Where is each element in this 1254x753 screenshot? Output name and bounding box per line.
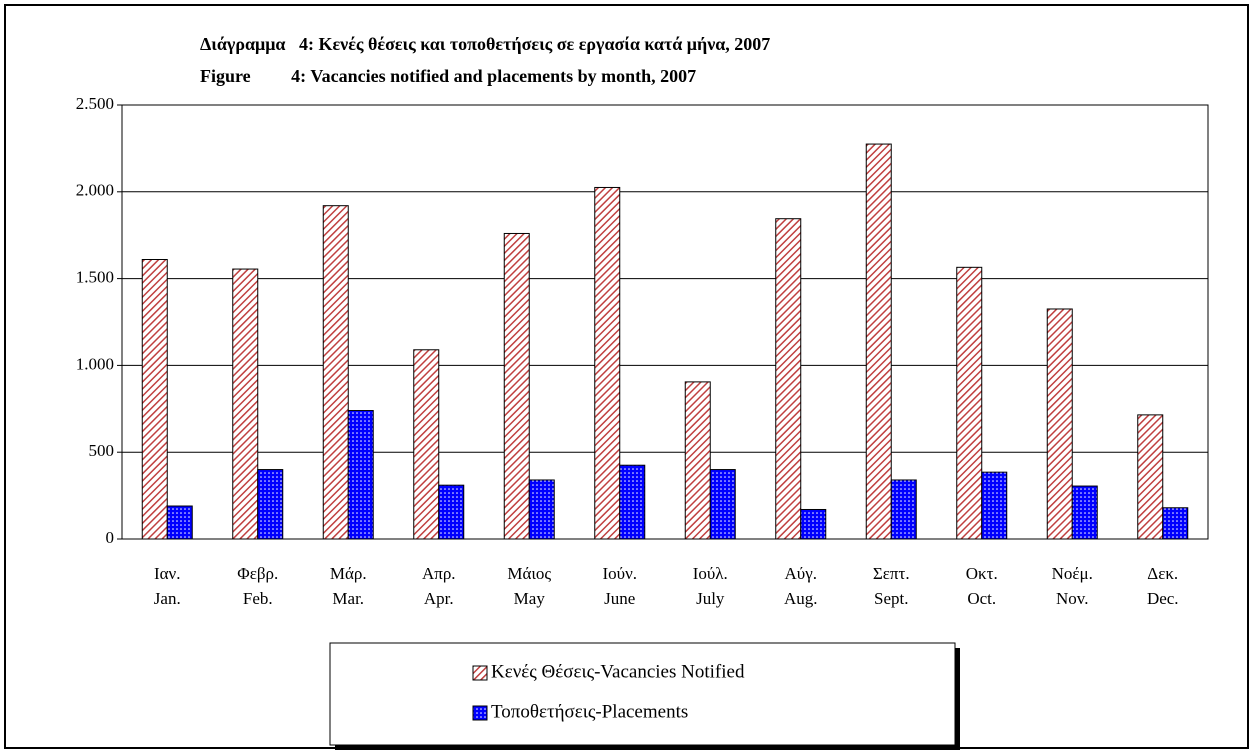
bar — [322, 205, 349, 540]
bar — [1162, 507, 1189, 540]
bar — [413, 349, 440, 540]
x-tick-label: Μάρ. — [330, 564, 367, 583]
bar — [503, 232, 530, 540]
chart-title: Διάγραμμα 4: Κενές θέσεις και τοποθετήσε… — [200, 34, 770, 54]
y-tick-label: 2.500 — [76, 94, 114, 113]
x-tick-label: July — [696, 589, 725, 608]
plot-area — [121, 104, 1209, 540]
y-tick-label: 2.000 — [76, 181, 114, 200]
x-tick-label: Αύγ. — [785, 564, 817, 583]
x-tick-label: Apr. — [424, 589, 454, 608]
legend-label: Τοποθετήσεις-Placements — [491, 701, 688, 722]
x-tick-label: Ιούλ. — [693, 564, 728, 583]
bar — [594, 186, 621, 540]
legend-swatch — [472, 705, 488, 721]
x-tick-label: Νοέμ. — [1052, 564, 1093, 583]
chart-subtitle: Figure 4: Vacancies notified and placeme… — [200, 66, 696, 86]
bar — [438, 484, 465, 540]
x-tick-label: Απρ. — [422, 564, 456, 583]
legend-swatch — [472, 665, 488, 681]
bar — [257, 469, 284, 540]
x-tick-label: Oct. — [967, 589, 996, 608]
x-tick-label: Jan. — [154, 589, 181, 608]
bar — [141, 259, 168, 540]
x-tick-label: Feb. — [243, 589, 273, 608]
y-tick-label: 1.500 — [76, 268, 114, 287]
y-tick-label: 1.000 — [76, 354, 114, 373]
bar — [1046, 308, 1073, 540]
x-tick-label: Aug. — [784, 589, 818, 608]
bar — [956, 266, 983, 540]
bar — [684, 381, 711, 540]
bar — [1137, 414, 1164, 540]
bar — [709, 469, 736, 540]
x-tick-label: June — [604, 589, 635, 608]
bar — [981, 471, 1008, 540]
legend — [329, 642, 956, 746]
x-tick-label: Δεκ. — [1147, 564, 1178, 583]
x-tick-label: Οκτ. — [966, 564, 998, 583]
bar — [232, 268, 259, 540]
bar — [619, 464, 646, 540]
x-tick-label: Dec. — [1147, 589, 1179, 608]
x-tick-label: Μάιος — [507, 564, 551, 583]
bar — [528, 479, 555, 540]
y-tick-label: 500 — [89, 441, 115, 460]
bar — [347, 410, 374, 540]
x-tick-label: Sept. — [874, 589, 908, 608]
bar — [1071, 485, 1098, 540]
y-tick-label: 0 — [106, 528, 115, 547]
x-tick-label: Mar. — [332, 589, 364, 608]
x-tick-label: May — [514, 589, 546, 608]
bar — [775, 218, 802, 540]
x-tick-label: Ιούν. — [602, 564, 637, 583]
bar — [865, 143, 892, 540]
x-tick-label: Φεβρ. — [237, 564, 278, 583]
bar — [800, 508, 827, 540]
x-tick-label: Nov. — [1056, 589, 1088, 608]
legend-label: Κενές Θέσεις-Vacancies Notified — [491, 661, 745, 682]
x-tick-label: Ιαν. — [154, 564, 181, 583]
bar — [166, 505, 193, 540]
bar — [890, 479, 917, 540]
x-tick-label: Σεπτ. — [873, 564, 910, 583]
